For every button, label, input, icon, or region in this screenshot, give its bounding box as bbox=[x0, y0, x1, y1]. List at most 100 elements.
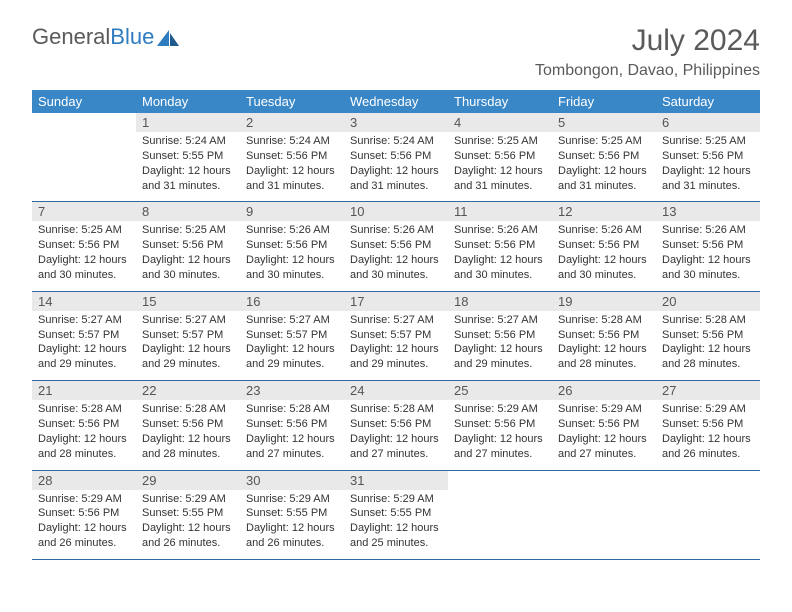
day-body: Sunrise: 5:26 AMSunset: 5:56 PMDaylight:… bbox=[448, 221, 552, 290]
calendar-cell: 7Sunrise: 5:25 AMSunset: 5:56 PMDaylight… bbox=[32, 202, 136, 291]
day-number: 18 bbox=[448, 292, 552, 311]
day-number: 24 bbox=[344, 381, 448, 400]
calendar-cell: 22Sunrise: 5:28 AMSunset: 5:56 PMDayligh… bbox=[136, 381, 240, 470]
calendar-table: SundayMondayTuesdayWednesdayThursdayFrid… bbox=[32, 90, 760, 560]
day-body: Sunrise: 5:25 AMSunset: 5:56 PMDaylight:… bbox=[136, 221, 240, 290]
calendar-cell: 10Sunrise: 5:26 AMSunset: 5:56 PMDayligh… bbox=[344, 202, 448, 291]
day-body: Sunrise: 5:25 AMSunset: 5:56 PMDaylight:… bbox=[32, 221, 136, 290]
day-body: Sunrise: 5:26 AMSunset: 5:56 PMDaylight:… bbox=[656, 221, 760, 290]
day-body: Sunrise: 5:29 AMSunset: 5:56 PMDaylight:… bbox=[32, 490, 136, 559]
day-body: Sunrise: 5:29 AMSunset: 5:55 PMDaylight:… bbox=[136, 490, 240, 559]
day-body: Sunrise: 5:27 AMSunset: 5:57 PMDaylight:… bbox=[32, 311, 136, 380]
day-number: 9 bbox=[240, 202, 344, 221]
day-number: 28 bbox=[32, 471, 136, 490]
day-number: 5 bbox=[552, 113, 656, 132]
calendar-row: 28Sunrise: 5:29 AMSunset: 5:56 PMDayligh… bbox=[32, 470, 760, 559]
calendar-cell bbox=[448, 470, 552, 559]
title-block: July 2024 Tombongon, Davao, Philippines bbox=[535, 24, 760, 80]
calendar-cell: 21Sunrise: 5:28 AMSunset: 5:56 PMDayligh… bbox=[32, 381, 136, 470]
calendar-cell: 14Sunrise: 5:27 AMSunset: 5:57 PMDayligh… bbox=[32, 291, 136, 380]
day-number: 14 bbox=[32, 292, 136, 311]
calendar-row: 1Sunrise: 5:24 AMSunset: 5:55 PMDaylight… bbox=[32, 113, 760, 202]
day-body: Sunrise: 5:29 AMSunset: 5:55 PMDaylight:… bbox=[240, 490, 344, 559]
calendar-cell: 30Sunrise: 5:29 AMSunset: 5:55 PMDayligh… bbox=[240, 470, 344, 559]
day-number: 13 bbox=[656, 202, 760, 221]
day-number: 6 bbox=[656, 113, 760, 132]
day-body: Sunrise: 5:27 AMSunset: 5:56 PMDaylight:… bbox=[448, 311, 552, 380]
calendar-cell: 6Sunrise: 5:25 AMSunset: 5:56 PMDaylight… bbox=[656, 113, 760, 202]
calendar-cell: 15Sunrise: 5:27 AMSunset: 5:57 PMDayligh… bbox=[136, 291, 240, 380]
calendar-cell: 12Sunrise: 5:26 AMSunset: 5:56 PMDayligh… bbox=[552, 202, 656, 291]
day-number: 15 bbox=[136, 292, 240, 311]
day-body: Sunrise: 5:24 AMSunset: 5:56 PMDaylight:… bbox=[240, 132, 344, 201]
day-body: Sunrise: 5:29 AMSunset: 5:56 PMDaylight:… bbox=[656, 400, 760, 469]
calendar-cell: 9Sunrise: 5:26 AMSunset: 5:56 PMDaylight… bbox=[240, 202, 344, 291]
calendar-cell: 28Sunrise: 5:29 AMSunset: 5:56 PMDayligh… bbox=[32, 470, 136, 559]
day-header: Friday bbox=[552, 90, 656, 113]
day-body: Sunrise: 5:28 AMSunset: 5:56 PMDaylight:… bbox=[136, 400, 240, 469]
day-number: 31 bbox=[344, 471, 448, 490]
day-number: 3 bbox=[344, 113, 448, 132]
day-number: 7 bbox=[32, 202, 136, 221]
day-body: Sunrise: 5:26 AMSunset: 5:56 PMDaylight:… bbox=[344, 221, 448, 290]
calendar-cell: 5Sunrise: 5:25 AMSunset: 5:56 PMDaylight… bbox=[552, 113, 656, 202]
calendar-cell: 1Sunrise: 5:24 AMSunset: 5:55 PMDaylight… bbox=[136, 113, 240, 202]
day-number: 20 bbox=[656, 292, 760, 311]
calendar-cell: 13Sunrise: 5:26 AMSunset: 5:56 PMDayligh… bbox=[656, 202, 760, 291]
calendar-cell: 26Sunrise: 5:29 AMSunset: 5:56 PMDayligh… bbox=[552, 381, 656, 470]
calendar-cell: 29Sunrise: 5:29 AMSunset: 5:55 PMDayligh… bbox=[136, 470, 240, 559]
day-number: 22 bbox=[136, 381, 240, 400]
day-body: Sunrise: 5:28 AMSunset: 5:56 PMDaylight:… bbox=[552, 311, 656, 380]
day-body: Sunrise: 5:28 AMSunset: 5:56 PMDaylight:… bbox=[32, 400, 136, 469]
calendar-body: 1Sunrise: 5:24 AMSunset: 5:55 PMDaylight… bbox=[32, 113, 760, 559]
day-body: Sunrise: 5:27 AMSunset: 5:57 PMDaylight:… bbox=[240, 311, 344, 380]
day-header: Thursday bbox=[448, 90, 552, 113]
day-body: Sunrise: 5:28 AMSunset: 5:56 PMDaylight:… bbox=[240, 400, 344, 469]
calendar-cell: 17Sunrise: 5:27 AMSunset: 5:57 PMDayligh… bbox=[344, 291, 448, 380]
day-body: Sunrise: 5:25 AMSunset: 5:56 PMDaylight:… bbox=[552, 132, 656, 201]
day-number: 30 bbox=[240, 471, 344, 490]
calendar-head: SundayMondayTuesdayWednesdayThursdayFrid… bbox=[32, 90, 760, 113]
logo: GeneralBlue bbox=[32, 24, 179, 50]
day-header: Tuesday bbox=[240, 90, 344, 113]
calendar-cell: 3Sunrise: 5:24 AMSunset: 5:56 PMDaylight… bbox=[344, 113, 448, 202]
day-body: Sunrise: 5:25 AMSunset: 5:56 PMDaylight:… bbox=[448, 132, 552, 201]
day-body: Sunrise: 5:27 AMSunset: 5:57 PMDaylight:… bbox=[344, 311, 448, 380]
calendar-cell: 24Sunrise: 5:28 AMSunset: 5:56 PMDayligh… bbox=[344, 381, 448, 470]
calendar-cell: 20Sunrise: 5:28 AMSunset: 5:56 PMDayligh… bbox=[656, 291, 760, 380]
calendar-cell: 19Sunrise: 5:28 AMSunset: 5:56 PMDayligh… bbox=[552, 291, 656, 380]
calendar-row: 21Sunrise: 5:28 AMSunset: 5:56 PMDayligh… bbox=[32, 381, 760, 470]
day-number: 27 bbox=[656, 381, 760, 400]
calendar-row: 14Sunrise: 5:27 AMSunset: 5:57 PMDayligh… bbox=[32, 291, 760, 380]
day-number: 2 bbox=[240, 113, 344, 132]
day-number: 29 bbox=[136, 471, 240, 490]
header: GeneralBlue July 2024 Tombongon, Davao, … bbox=[32, 24, 760, 80]
calendar-cell bbox=[32, 113, 136, 202]
day-number: 25 bbox=[448, 381, 552, 400]
calendar-cell: 8Sunrise: 5:25 AMSunset: 5:56 PMDaylight… bbox=[136, 202, 240, 291]
day-header: Sunday bbox=[32, 90, 136, 113]
day-number: 4 bbox=[448, 113, 552, 132]
calendar-cell: 11Sunrise: 5:26 AMSunset: 5:56 PMDayligh… bbox=[448, 202, 552, 291]
logo-text-1: General bbox=[32, 24, 110, 50]
day-body: Sunrise: 5:25 AMSunset: 5:56 PMDaylight:… bbox=[656, 132, 760, 201]
day-body: Sunrise: 5:26 AMSunset: 5:56 PMDaylight:… bbox=[552, 221, 656, 290]
calendar-row: 7Sunrise: 5:25 AMSunset: 5:56 PMDaylight… bbox=[32, 202, 760, 291]
month-title: July 2024 bbox=[535, 24, 760, 58]
calendar-cell: 2Sunrise: 5:24 AMSunset: 5:56 PMDaylight… bbox=[240, 113, 344, 202]
day-header: Saturday bbox=[656, 90, 760, 113]
day-number: 21 bbox=[32, 381, 136, 400]
calendar-cell: 23Sunrise: 5:28 AMSunset: 5:56 PMDayligh… bbox=[240, 381, 344, 470]
day-body: Sunrise: 5:29 AMSunset: 5:55 PMDaylight:… bbox=[344, 490, 448, 559]
day-number: 23 bbox=[240, 381, 344, 400]
day-body: Sunrise: 5:28 AMSunset: 5:56 PMDaylight:… bbox=[344, 400, 448, 469]
calendar-cell bbox=[656, 470, 760, 559]
day-body: Sunrise: 5:27 AMSunset: 5:57 PMDaylight:… bbox=[136, 311, 240, 380]
day-header: Wednesday bbox=[344, 90, 448, 113]
day-body: Sunrise: 5:29 AMSunset: 5:56 PMDaylight:… bbox=[448, 400, 552, 469]
day-number: 16 bbox=[240, 292, 344, 311]
day-number: 12 bbox=[552, 202, 656, 221]
location: Tombongon, Davao, Philippines bbox=[535, 62, 760, 80]
day-header: Monday bbox=[136, 90, 240, 113]
day-number: 19 bbox=[552, 292, 656, 311]
